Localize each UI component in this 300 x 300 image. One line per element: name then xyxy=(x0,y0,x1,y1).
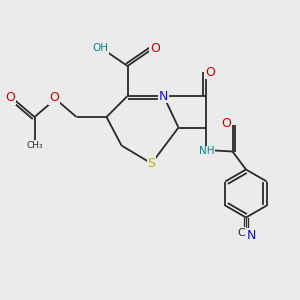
Text: CH₃: CH₃ xyxy=(26,141,43,150)
Text: C: C xyxy=(238,227,245,238)
Text: O: O xyxy=(49,91,59,104)
Text: S: S xyxy=(148,157,155,170)
Text: NH: NH xyxy=(199,146,215,157)
Text: N: N xyxy=(247,229,256,242)
Text: N: N xyxy=(159,89,168,103)
Text: O: O xyxy=(150,41,160,55)
Text: O: O xyxy=(205,65,215,79)
Text: OH: OH xyxy=(92,43,108,53)
Text: O: O xyxy=(6,91,15,104)
Text: O: O xyxy=(222,116,231,130)
